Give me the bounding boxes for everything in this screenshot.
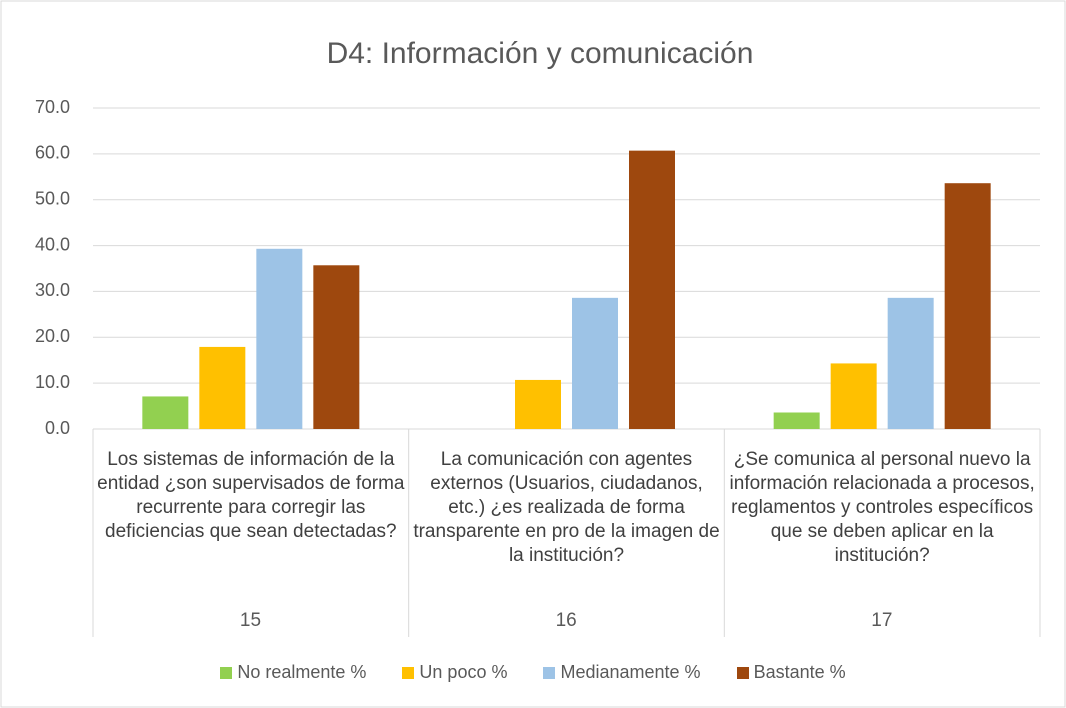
bar (629, 150, 675, 429)
y-tick-label: 40.0 (35, 234, 70, 254)
y-tick-label: 0.0 (45, 418, 70, 438)
x-tick-label: La comunicación con agentes externos (Us… (413, 449, 720, 566)
legend-item: No realmente % (220, 662, 366, 683)
x-group-label: 16 (555, 610, 577, 631)
y-tick-label: 10.0 (35, 372, 70, 392)
legend-label: Un poco % (419, 662, 508, 682)
legend-swatch (736, 666, 749, 679)
y-tick-label: 70.0 (35, 97, 70, 117)
bar (773, 412, 820, 429)
bar (256, 248, 303, 429)
y-tick-label: 30.0 (35, 280, 70, 300)
y-tick-label: 50.0 (35, 188, 70, 208)
bar (313, 265, 360, 429)
y-tick-label: 60.0 (35, 143, 70, 163)
x-tick-label: ¿Se comunica al personal nuevo la inform… (729, 449, 1035, 566)
legend-item: Medianamente % (543, 662, 701, 683)
bar (830, 363, 877, 429)
legend-label: Bastante % (753, 662, 846, 682)
legend-swatch (220, 666, 233, 679)
bar (199, 346, 246, 429)
bar (887, 297, 934, 429)
legend-swatch (543, 666, 556, 679)
legend-label: Medianamente % (560, 662, 701, 682)
x-tick-label: Los sistemas de información de la entida… (97, 449, 405, 542)
bar (572, 297, 618, 429)
legend-swatch (402, 666, 415, 679)
x-group-label: 15 (239, 610, 262, 631)
bar (944, 183, 991, 429)
legend-item: Bastante % (736, 662, 846, 683)
bar (515, 379, 561, 429)
legend: No realmente % Un poco % Medianamente % Bas… (0, 662, 1066, 683)
chart-title: D4: Información y comunicación (327, 37, 754, 70)
bar (142, 396, 189, 429)
y-tick-label: 20.0 (35, 326, 70, 346)
legend-label: No realmente % (237, 662, 367, 682)
x-group-label: 17 (871, 610, 893, 631)
legend-item: Un poco % (402, 662, 507, 683)
